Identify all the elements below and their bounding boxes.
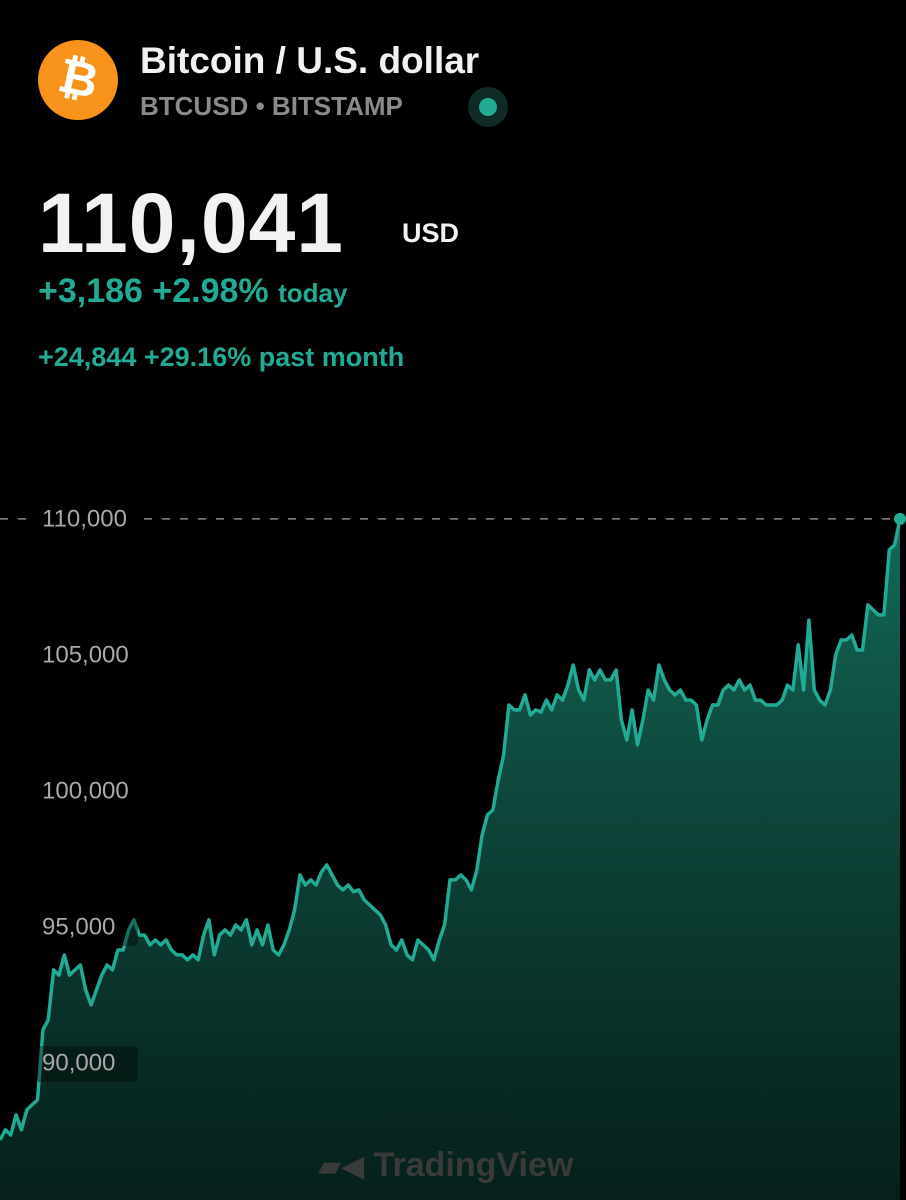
month-change: +24,844 +29.16% past month [38,342,404,373]
currency: USD [402,218,460,248]
change-period: today [278,278,348,308]
area-fill [0,518,900,1200]
change-value: +3,186 [38,272,143,310]
exchange: BITSTAMP [271,91,403,121]
y-tick-bg [36,910,138,946]
price-line [0,518,902,1141]
y-tick-label: 105,000 [42,641,129,668]
change-value: +24,844 [38,342,137,372]
y-tick-label: 95,000 [42,913,115,940]
change-pct: +2.98% [152,272,269,310]
y-tick-bg [36,638,138,674]
watermark: ▰◀ TradingView [318,1146,574,1184]
symbol-subtitle: BTCUSD • BITSTAMP [140,91,403,122]
y-tick-bg [36,502,138,538]
market-status [468,87,508,127]
ticker: BTCUSD [140,91,249,121]
y-tick-label: 100,000 [42,777,129,804]
change-pct: +29.16% [143,342,252,372]
change-period: past month [258,342,405,372]
separator: • [255,91,265,121]
y-tick-bg [36,774,138,810]
price: 110,041 [38,176,345,270]
y-tick-bg [36,1046,138,1082]
y-tick-label: 90,000 [42,1049,115,1076]
day-change: +3,186 +2.98% today [38,272,347,311]
coin-icon: ₿ [38,40,118,120]
y-tick-label: 110,000 [42,505,127,532]
watermark-text: TradingView [373,1146,574,1184]
symbol-title: Bitcoin / U.S. dollar [140,40,480,81]
last-price-dot [894,512,906,525]
